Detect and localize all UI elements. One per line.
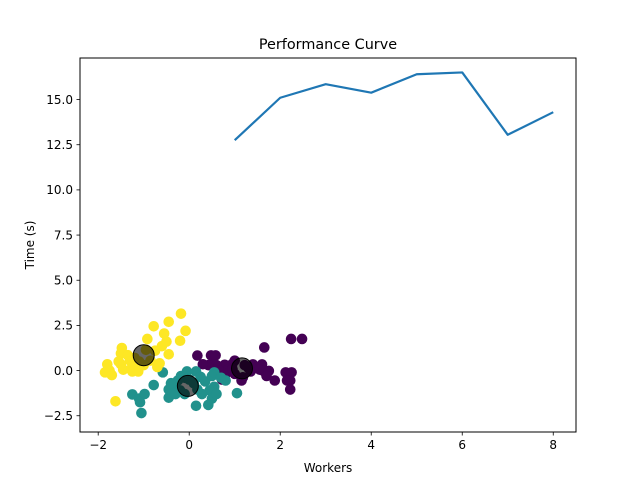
y-tick-label: 10.0 [46, 183, 73, 197]
y-tick-label: 15.0 [46, 93, 73, 107]
scatter-point [165, 377, 177, 389]
scatter-point [116, 342, 128, 354]
y-tick-label: 12.5 [46, 138, 73, 152]
scatter-point [163, 349, 175, 360]
cluster-center-marker [132, 344, 155, 367]
scatter-point [161, 336, 172, 347]
scatter-point [148, 321, 160, 332]
cluster-center-marker [231, 357, 253, 380]
scatter-point [285, 333, 297, 345]
plot-layer [99, 71, 554, 419]
line-series [233, 71, 554, 142]
cluster-center-marker [176, 374, 199, 397]
scatter-point [261, 370, 272, 382]
scatter-point [286, 367, 297, 378]
x-axis: −2 0 2 4 6 8 [89, 432, 557, 452]
scatter-point [203, 399, 214, 411]
y-axis-label: Time (s) [23, 221, 37, 271]
y-tick-label: −2.5 [44, 409, 73, 423]
x-tick-label: 6 [458, 438, 466, 452]
scatter-point [211, 388, 222, 400]
x-axis-label: Workers [304, 461, 353, 475]
y-tick-label: 0.0 [54, 364, 73, 378]
scatter-point [110, 395, 121, 407]
x-tick-label: −2 [89, 438, 107, 452]
x-tick-label: 2 [276, 438, 284, 452]
scatter-point [220, 375, 231, 386]
scatter-point [180, 325, 191, 337]
scatter-point [231, 387, 243, 399]
plot-frame [79, 57, 577, 433]
scatter-point [284, 375, 296, 386]
scatter-point [258, 342, 270, 353]
scatter-point [158, 328, 170, 339]
scatter-point [284, 384, 296, 395]
scatter-point [163, 316, 175, 328]
scatter-point [136, 407, 147, 419]
y-tick-label: 2.5 [54, 319, 73, 333]
scatter-point [148, 379, 160, 391]
scatter-point [152, 361, 163, 373]
y-tick-label: 5.0 [54, 274, 73, 288]
chart-title: Performance Curve [259, 37, 397, 53]
plot-area [99, 71, 554, 419]
scatter-point [269, 375, 281, 386]
scatter-point [113, 356, 124, 367]
x-tick-label: 4 [367, 438, 375, 452]
scatter-point [190, 400, 202, 412]
scatter-point [197, 358, 209, 370]
scatter-point [134, 396, 146, 408]
scatter-point [142, 333, 153, 345]
x-tick-label: 8 [549, 438, 557, 452]
scatter-point [192, 350, 203, 361]
scatter-point [175, 308, 187, 319]
y-axis: −2.5 0.0 2.5 5.0 7.5 10.0 12.5 15.0 [44, 93, 80, 423]
x-tick-label: 0 [185, 438, 193, 452]
scatter-point [210, 350, 221, 361]
scatter-point [139, 388, 150, 400]
scatter-point [117, 364, 129, 375]
scatter-point [296, 333, 308, 345]
scatter-point [174, 335, 186, 347]
scatter-point [106, 369, 118, 381]
y-tick-label: 7.5 [54, 228, 73, 242]
